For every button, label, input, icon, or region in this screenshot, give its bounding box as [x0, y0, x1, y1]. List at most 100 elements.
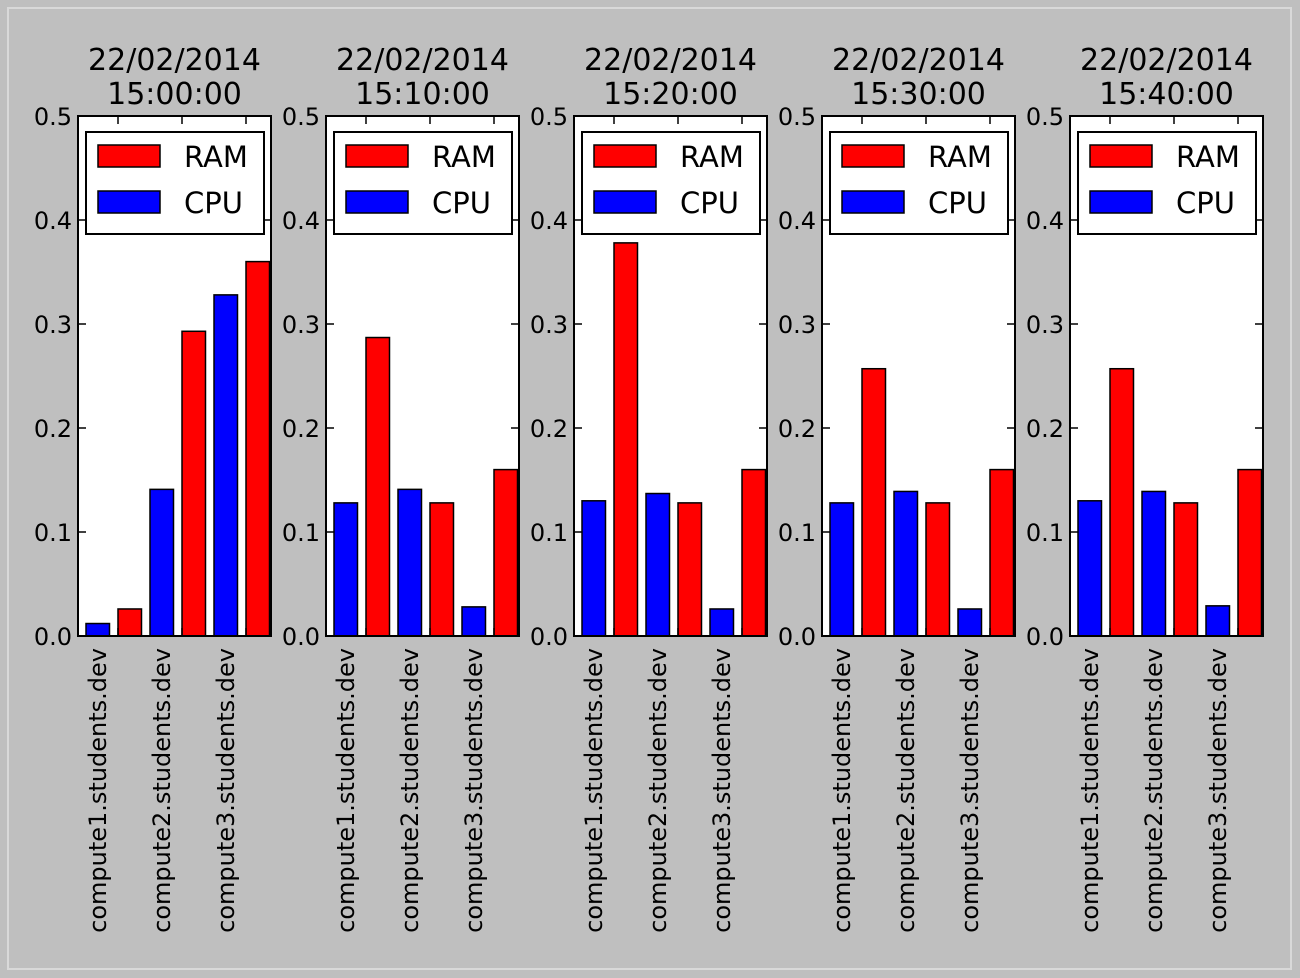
legend: RAM CPU — [1077, 131, 1257, 235]
legend-swatch-cpu — [1089, 190, 1153, 214]
chart-title-line: 22/02/2014 — [1080, 43, 1253, 78]
chart-title-line: 15:30:00 — [851, 77, 986, 112]
legend-label: RAM — [928, 140, 992, 174]
y-tick-label: 0.1 — [1026, 519, 1064, 547]
y-tick-label: 0.3 — [778, 311, 816, 339]
y-tick-label: 0.3 — [1026, 311, 1064, 339]
x-tick-label: compute1.students.dev — [1076, 648, 1104, 933]
ram-bar — [117, 608, 143, 637]
legend-swatch-ram — [1089, 144, 1153, 168]
axes-frame — [821, 115, 1016, 637]
ram-bar — [493, 468, 519, 637]
cpu-bar — [1141, 490, 1167, 637]
ram-bar — [365, 336, 391, 637]
cpu-bar — [581, 500, 607, 637]
y-tick-label: 0.1 — [282, 519, 320, 547]
cpu-bar — [213, 294, 239, 637]
ram-bar — [429, 502, 455, 637]
y-tick-label: 0.0 — [530, 623, 568, 651]
y-tick-label: 0.5 — [530, 103, 568, 131]
legend-label: RAM — [680, 140, 744, 174]
cpu-bar — [645, 492, 671, 637]
y-tick-label: 0.4 — [778, 207, 816, 235]
cpu-bar — [1077, 500, 1103, 637]
x-tick-label: compute1.students.dev — [580, 648, 608, 933]
cpu-bar — [85, 622, 111, 637]
legend-label: RAM — [432, 140, 496, 174]
y-tick-label: 0.5 — [282, 103, 320, 131]
legend-label: RAM — [1176, 140, 1240, 174]
cpu-bar — [397, 488, 423, 637]
chart-title-line: 22/02/2014 — [88, 43, 261, 78]
x-tick-label: compute2.students.dev — [644, 648, 672, 933]
y-tick-label: 0.2 — [778, 415, 816, 443]
legend-label: RAM — [184, 140, 248, 174]
ram-bar — [1173, 502, 1199, 637]
ram-bar — [989, 468, 1015, 637]
y-tick-label: 0.2 — [282, 415, 320, 443]
axes-frame — [325, 115, 520, 637]
legend-swatch-ram — [593, 144, 657, 168]
cpu-bar — [709, 608, 735, 637]
y-tick-label: 0.0 — [778, 623, 816, 651]
cpu-bar — [893, 490, 919, 637]
figure-frame — [7, 7, 1292, 970]
cpu-bar — [829, 502, 855, 637]
cpu-bar — [333, 502, 359, 637]
x-tick-label: compute3.students.dev — [212, 648, 240, 933]
ram-bar — [925, 502, 951, 637]
legend-swatch-cpu — [97, 190, 161, 214]
y-tick-label: 0.0 — [1026, 623, 1064, 651]
legend-box — [333, 131, 513, 235]
y-tick-label: 0.1 — [778, 519, 816, 547]
legend-label: CPU — [680, 186, 739, 220]
y-tick-label: 0.4 — [1026, 207, 1064, 235]
y-tick-label: 0.1 — [34, 519, 72, 547]
y-tick-label: 0.4 — [530, 207, 568, 235]
x-tick-label: compute2.students.dev — [1140, 648, 1168, 933]
legend: RAM CPU — [85, 131, 265, 235]
x-tick-label: compute2.students.dev — [892, 648, 920, 933]
y-tick-label: 0.1 — [530, 519, 568, 547]
chart-title-line: 15:00:00 — [107, 77, 242, 112]
legend: RAM CPU — [333, 131, 513, 235]
legend: RAM CPU — [829, 131, 1009, 235]
legend-swatch-cpu — [593, 190, 657, 214]
chart-title-line: 22/02/2014 — [832, 43, 1005, 78]
ram-bar — [613, 242, 639, 637]
x-tick-label: compute3.students.dev — [956, 648, 984, 933]
y-tick-label: 0.3 — [282, 311, 320, 339]
x-tick-label: compute2.students.dev — [148, 648, 176, 933]
chart-panels: 22/02/201415:00:000.00.10.20.30.40.5comp… — [34, 43, 1264, 933]
y-tick-label: 0.5 — [34, 103, 72, 131]
legend-swatch-ram — [345, 144, 409, 168]
x-tick-label: compute2.students.dev — [396, 648, 424, 933]
cpu-bar — [957, 608, 983, 637]
x-tick-label: compute3.students.dev — [1204, 648, 1232, 933]
legend-swatch-cpu — [345, 190, 409, 214]
y-tick-label: 0.2 — [1026, 415, 1064, 443]
ram-bar — [677, 502, 703, 637]
y-tick-label: 0.2 — [530, 415, 568, 443]
ram-bar — [1237, 468, 1263, 637]
legend-label: CPU — [1176, 186, 1235, 220]
y-tick-label: 0.4 — [34, 207, 72, 235]
y-tick-label: 0.4 — [282, 207, 320, 235]
y-tick-label: 0.5 — [1026, 103, 1064, 131]
cpu-bar — [461, 606, 487, 637]
chart-title-line: 15:20:00 — [603, 77, 738, 112]
ram-bar — [861, 367, 887, 637]
x-tick-label: compute3.students.dev — [460, 648, 488, 933]
ram-bar — [1109, 367, 1135, 637]
y-tick-label: 0.3 — [34, 311, 72, 339]
y-tick-label: 0.0 — [282, 623, 320, 651]
chart-title-line: 22/02/2014 — [584, 43, 757, 78]
chart-title-line: 22/02/2014 — [336, 43, 509, 78]
y-tick-label: 0.3 — [530, 311, 568, 339]
legend: RAM CPU — [581, 131, 761, 235]
ram-bar — [245, 260, 271, 637]
